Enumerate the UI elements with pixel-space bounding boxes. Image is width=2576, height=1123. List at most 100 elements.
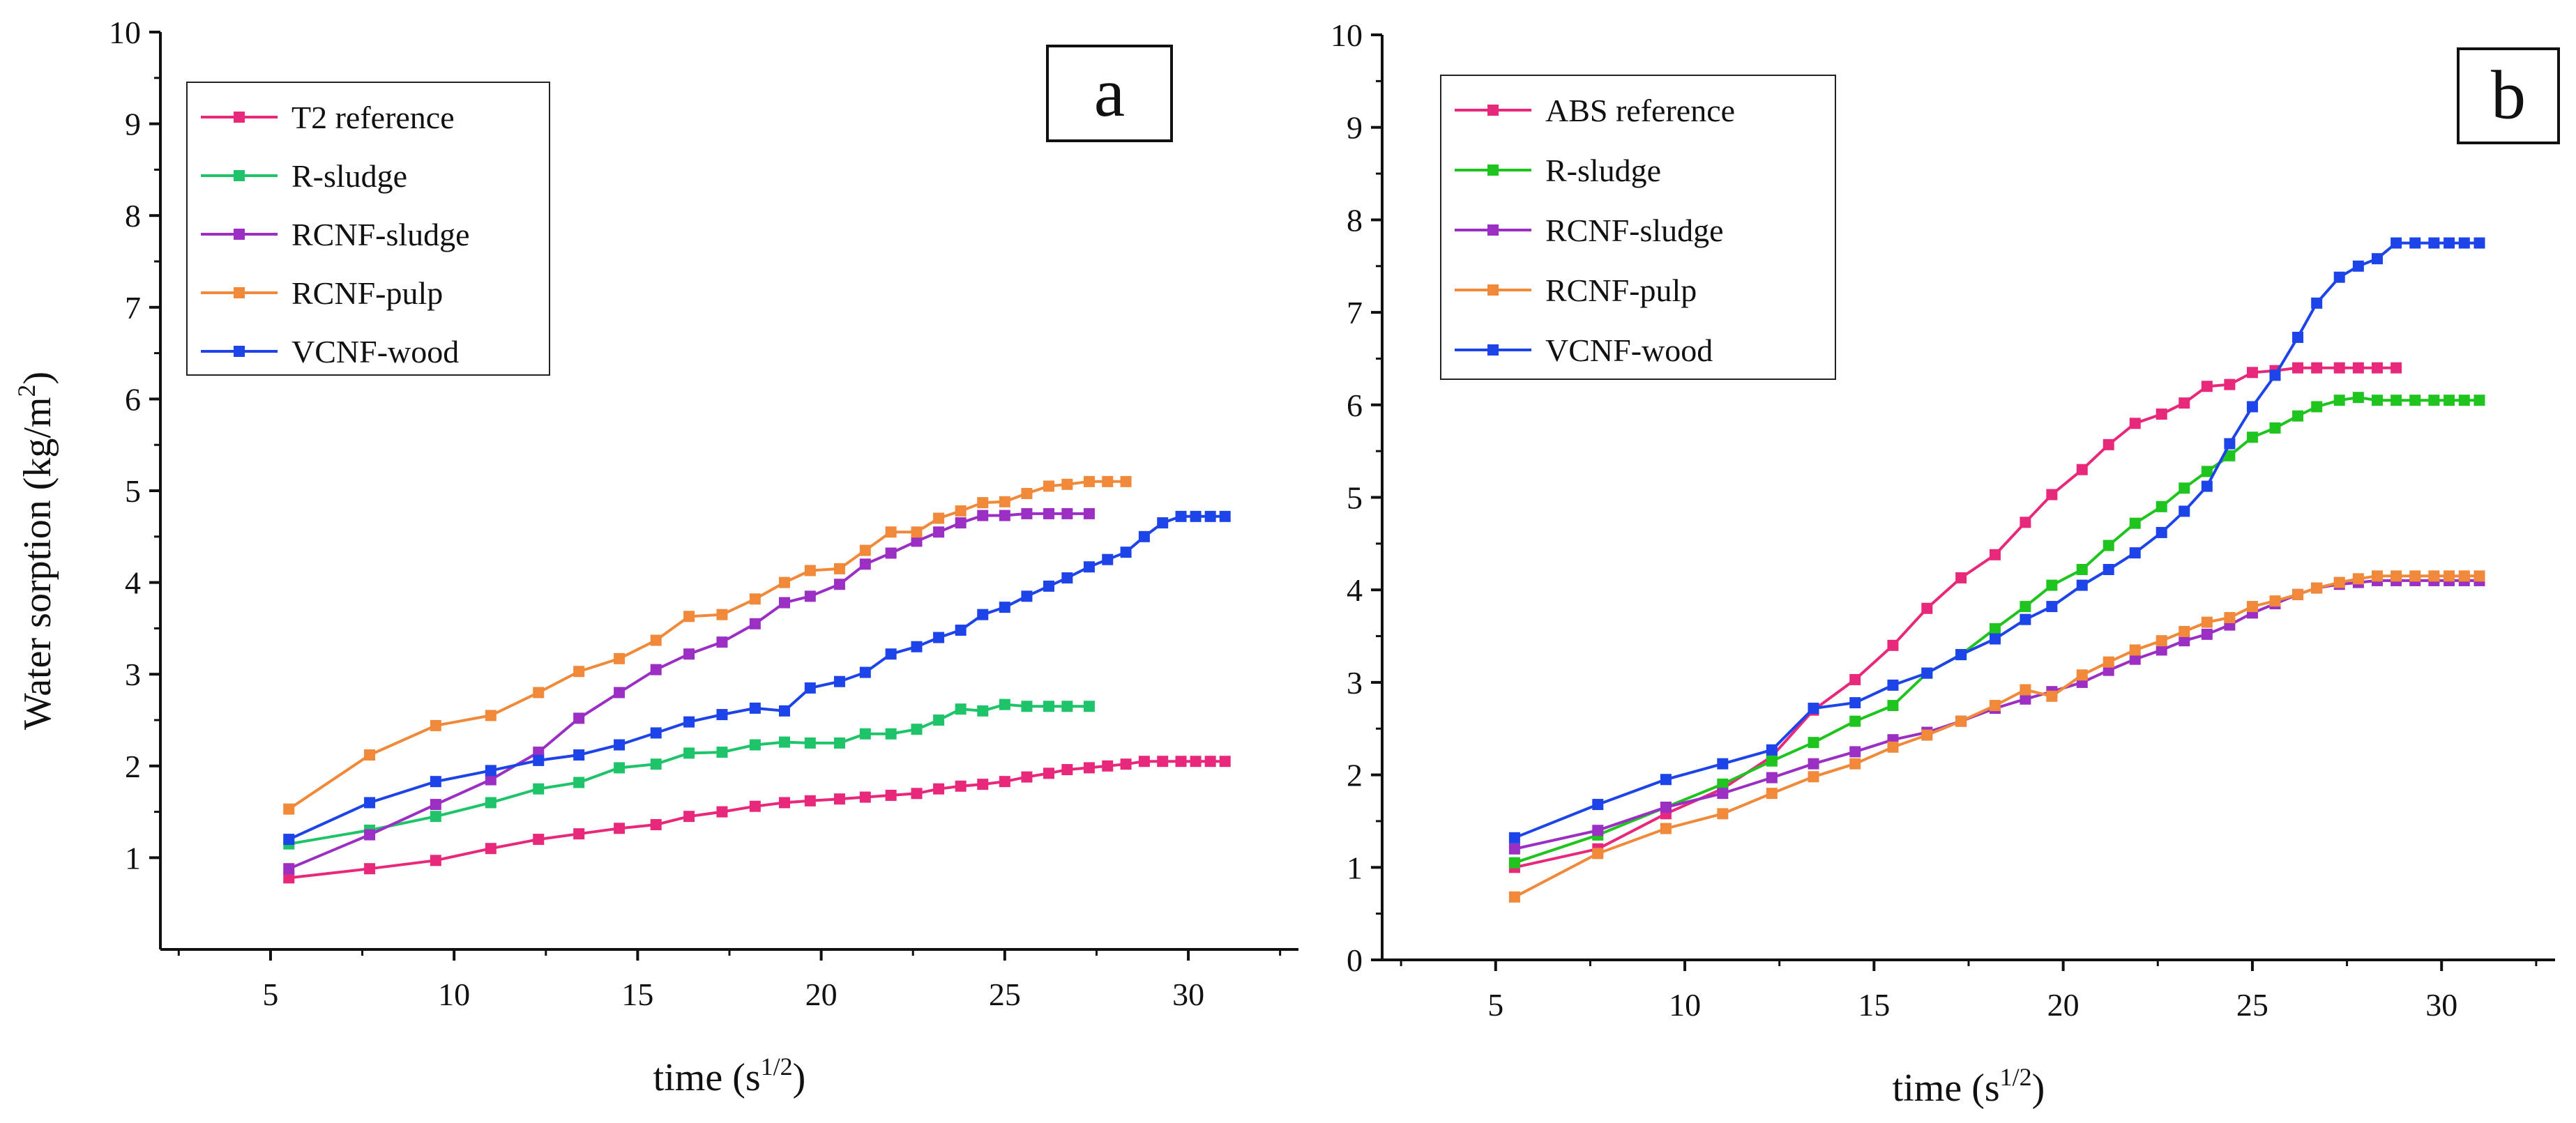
data-point [2391,395,2402,406]
series-line [1514,579,2480,850]
data-point [2020,517,2031,528]
data-point [804,795,816,807]
data-point [2311,582,2323,594]
data-point [1043,507,1055,519]
data-point [283,872,295,884]
data-point [1955,649,1967,661]
data-point [1808,703,1819,715]
data-point [804,737,816,749]
x-tick-label: 20 [2047,987,2079,1023]
data-point [2224,379,2236,390]
data-point [614,739,626,751]
data-point [1921,602,1933,614]
series-line [288,480,1126,811]
data-point [2311,297,2323,309]
data-point [2444,570,2455,582]
data-point [859,558,871,570]
data-point [533,834,545,846]
data-point [1021,590,1033,602]
series-rcnf-pulp [1508,570,2485,903]
data-point [2409,570,2421,582]
data-point [683,747,695,759]
data-point [1021,701,1033,712]
panel-label-box [1046,45,1173,142]
y-tick-label: 1 [1347,850,1363,885]
data-point [2224,438,2236,450]
data-point [2129,653,2141,665]
data-point [749,593,761,605]
data-point [2155,635,2167,647]
data-point [2458,570,2470,582]
data-point [364,797,376,809]
series-r-sludge [283,698,1095,850]
data-point [2428,570,2440,582]
legend-label: RCNF-sludge [1545,213,1724,248]
legend-label: T2 reference [291,100,455,135]
data-point [2473,237,2485,249]
data-point [977,609,989,620]
data-point [2155,501,2167,512]
data-point [716,806,728,818]
data-point [911,724,923,735]
data-point [804,590,816,602]
data-point [1043,580,1055,592]
data-point [999,510,1010,521]
data-point [1102,475,1114,487]
data-point [1190,510,1202,522]
data-point [1083,701,1095,712]
data-point [1508,891,1520,903]
data-point [1102,553,1114,565]
data-point [650,819,662,831]
legend-label: R-sludge [1545,153,1661,188]
legend-label: RCNF-pulp [1545,273,1697,308]
data-point [1219,510,1231,522]
data-point [1120,475,1132,487]
data-point [859,728,871,740]
x-tick-label: 5 [262,977,278,1012]
data-point [2269,595,2281,607]
data-point [683,716,695,728]
data-point [911,641,923,652]
data-point [1808,771,1819,783]
panel-label: b [2491,56,2526,134]
panel-label-box [2457,47,2560,144]
data-point [1061,701,1073,712]
legend-box [186,82,550,376]
data-point [614,652,626,664]
data-point [1175,510,1187,522]
x-tick-label: 20 [805,977,838,1012]
series-r-sludge [1508,392,2485,869]
series-vcnf-wood [1508,237,2485,843]
data-point [955,505,967,517]
data-point [2391,362,2402,374]
data-point [859,791,871,803]
data-point [430,719,441,731]
data-point [2179,482,2190,494]
data-point [1717,778,1729,790]
data-point [933,526,945,538]
data-point [1808,737,1819,749]
data-point [2020,693,2031,705]
data-point [1043,767,1055,779]
data-point [833,793,845,805]
y-tick-label: 2 [125,749,141,784]
data-point [1204,510,1216,522]
data-point [1766,788,1778,800]
data-point [2201,628,2213,640]
data-point [1849,673,1861,685]
data-point [2076,464,2088,475]
data-point [1061,572,1073,584]
y-tick-label: 3 [125,657,141,692]
data-point [955,517,967,529]
data-point [749,739,761,751]
x-tick-label: 10 [1669,987,1701,1023]
x-tick-label: 25 [2236,987,2268,1023]
data-point [430,799,441,811]
data-point [430,811,441,823]
x-tick-label: 5 [1487,987,1503,1023]
data-point [573,712,585,724]
y-tick-label: 5 [1347,480,1363,516]
data-point [2103,540,2114,551]
legend-swatch-marker [234,170,245,181]
data-point [2155,644,2167,656]
